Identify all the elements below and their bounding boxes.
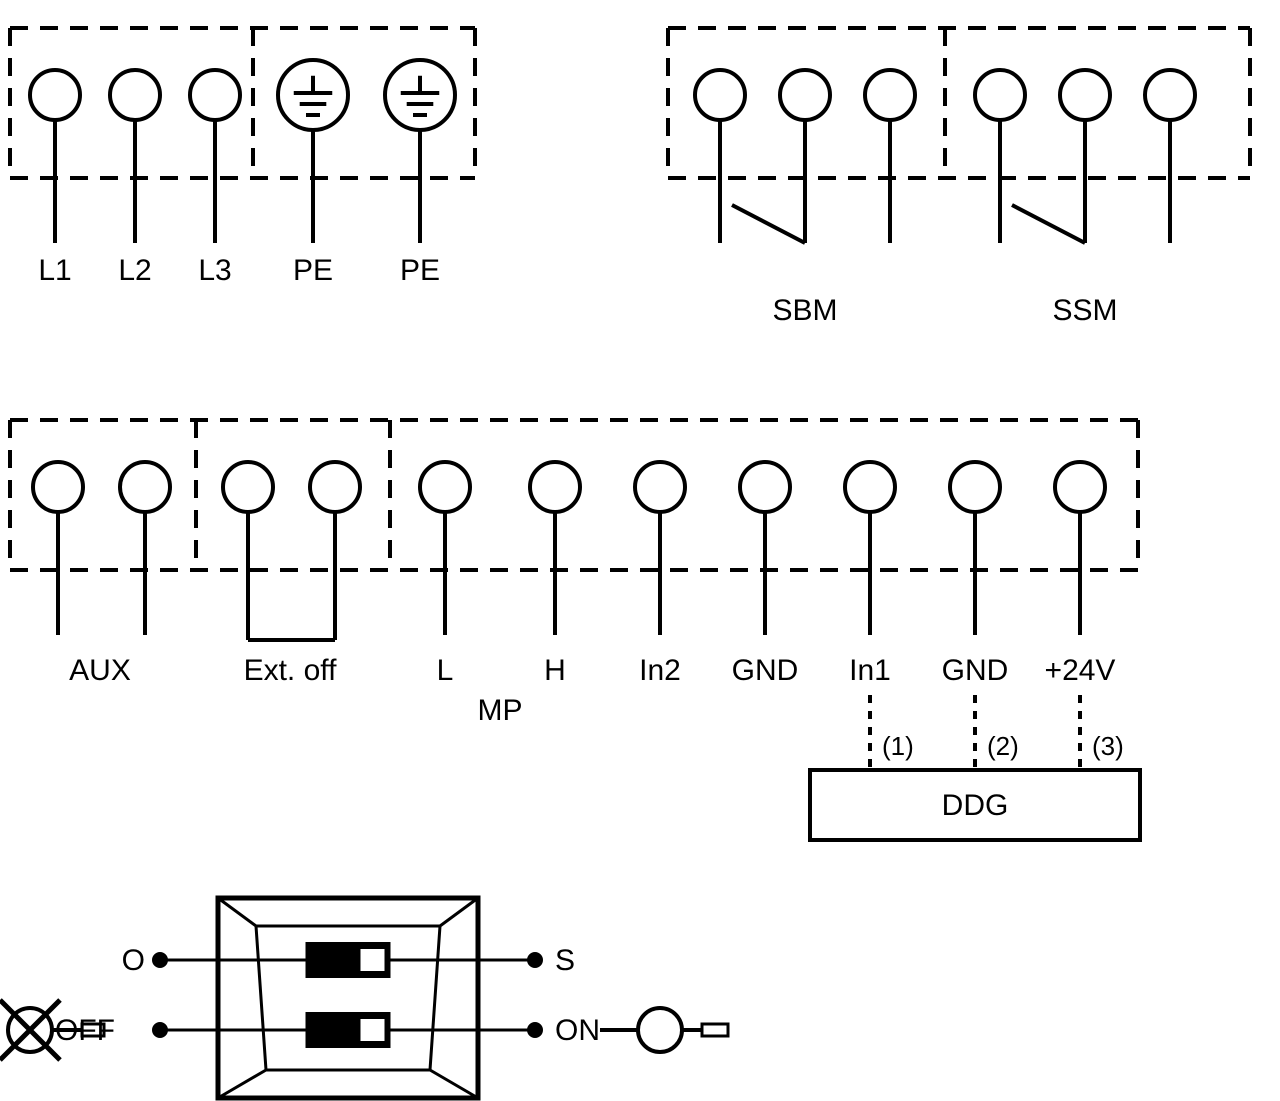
dip-label: ON xyxy=(555,1014,600,1047)
control-terminal xyxy=(310,462,360,512)
terminal-label: L1 xyxy=(38,254,71,287)
power-terminal xyxy=(30,70,80,120)
relay-terminal xyxy=(695,70,745,120)
terminal-label: In2 xyxy=(639,654,681,687)
terminal-label: AUX xyxy=(69,654,131,687)
control-terminal xyxy=(530,462,580,512)
terminal-label: Ext. off xyxy=(244,654,337,687)
terminal-label: +24V xyxy=(1045,654,1116,687)
control-terminal xyxy=(420,462,470,512)
terminal-label: In1 xyxy=(849,654,891,687)
ddg-pin-label: (3) xyxy=(1092,731,1124,761)
control-terminal xyxy=(1055,462,1105,512)
control-terminal xyxy=(845,462,895,512)
ddg-label: DDG xyxy=(942,789,1009,822)
terminal-label: MP xyxy=(478,694,523,727)
terminal-label: L xyxy=(437,654,454,687)
control-terminal xyxy=(950,462,1000,512)
relay-terminal xyxy=(1145,70,1195,120)
terminal-label: GND xyxy=(732,654,799,687)
control-terminal xyxy=(223,462,273,512)
termination-on-icon xyxy=(638,1008,682,1052)
relay-terminal xyxy=(780,70,830,120)
control-terminal xyxy=(33,462,83,512)
relay-terminal xyxy=(1060,70,1110,120)
dip-label: O xyxy=(122,944,145,977)
power-terminal xyxy=(110,70,160,120)
relay-label: SSM xyxy=(1052,294,1117,327)
terminal-label: L2 xyxy=(118,254,151,287)
control-terminal xyxy=(120,462,170,512)
ddg-pin-label: (1) xyxy=(882,731,914,761)
terminal-label: L3 xyxy=(198,254,231,287)
relay-label: SBM xyxy=(772,294,837,327)
control-terminal xyxy=(740,462,790,512)
relay-terminal xyxy=(975,70,1025,120)
terminal-label: PE xyxy=(293,254,333,287)
ddg-pin-label: (2) xyxy=(987,731,1019,761)
relay-terminal xyxy=(865,70,915,120)
terminal-label: PE xyxy=(400,254,440,287)
power-terminal xyxy=(190,70,240,120)
terminal-label: GND xyxy=(942,654,1009,687)
dip-label: S xyxy=(555,944,575,977)
terminal-label: H xyxy=(544,654,566,687)
control-terminal xyxy=(635,462,685,512)
